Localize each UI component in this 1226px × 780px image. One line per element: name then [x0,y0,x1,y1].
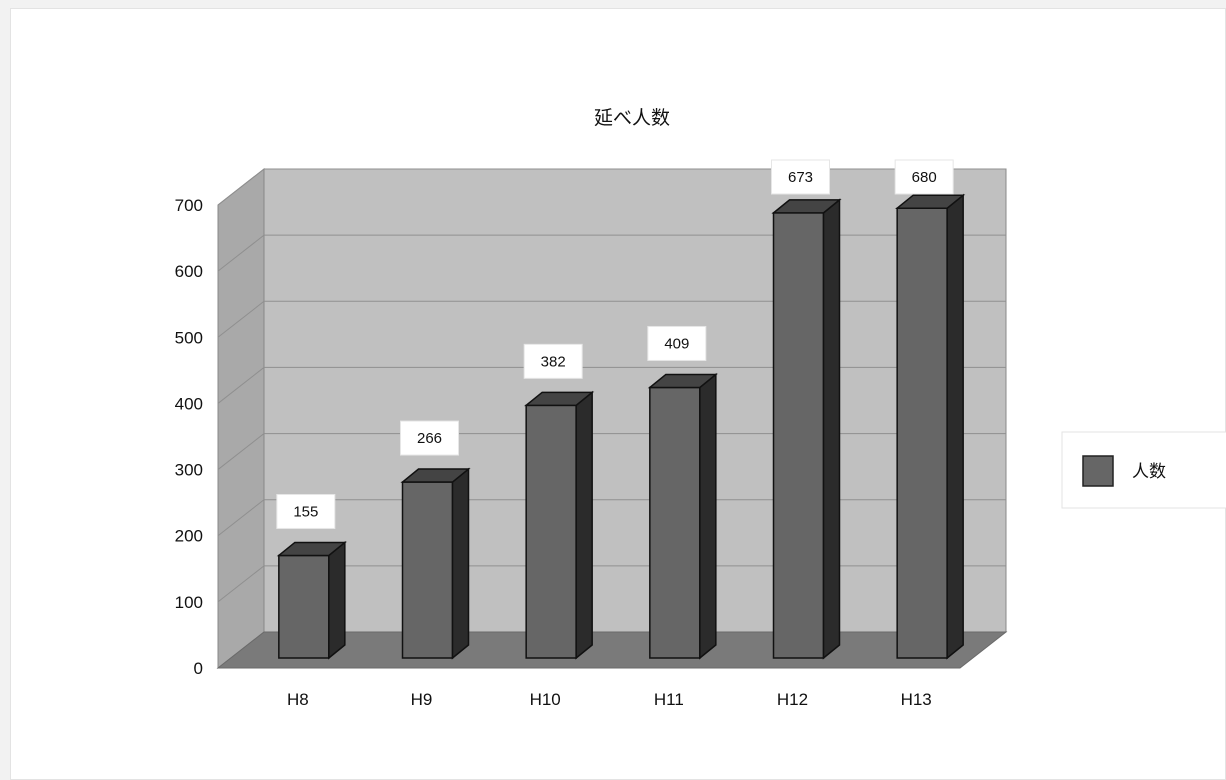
data-labels: 155 266 382 409 673 680 [276,159,954,529]
data-label: 266 [400,420,459,456]
data-label: 382 [523,343,583,379]
x-category-label: H10 [530,690,561,709]
data-label: 155 [276,493,336,529]
bar-top [400,468,471,483]
bar-front [649,386,701,659]
gridline-side [217,367,265,404]
bar-side [451,467,470,660]
gridline-side [217,234,265,272]
bar-front [401,481,454,659]
data-label: 673 [771,159,830,195]
y-tick-label: 500 [175,328,203,347]
y-tick-label: 300 [175,461,203,480]
bar-top [276,541,347,557]
gridline-side [217,499,265,537]
data-label-text: 409 [664,335,689,352]
bar-top [647,373,718,389]
gridline-side [217,565,265,603]
data-label-text: 382 [541,353,566,370]
bar-front [772,212,825,659]
bar [400,467,471,660]
bar-top [771,199,842,214]
x-axis-categories: H8 H9 H10 H11 H12 H13 [287,690,932,709]
bar-front [525,404,577,659]
bar-side [946,193,964,660]
data-label-box [400,420,459,456]
side-wall [217,167,265,670]
data-label-box [647,325,707,361]
x-category-label: H12 [777,690,808,709]
chart-title: 延べ人数 [594,107,670,129]
data-label-text: 680 [912,169,937,186]
data-label-text: 266 [417,430,442,447]
bar [895,193,966,660]
gridline-side [217,433,265,470]
bar [771,198,842,660]
back-wall [263,168,1007,633]
bar-side [822,198,841,660]
bar-front [278,554,330,659]
bar-front [896,207,948,659]
x-category-label: H11 [654,690,684,709]
gridlines [217,168,1006,603]
data-label: 680 [894,159,954,195]
bar [647,372,718,660]
legend-swatch [1082,455,1114,487]
data-label-text: 673 [788,169,813,186]
x-category-label: H8 [287,690,309,709]
legend-label: 人数 [1132,462,1166,481]
y-tick-label: 200 [175,527,203,546]
y-tick-label: 700 [175,196,203,215]
data-label-text: 155 [293,503,318,520]
x-category-label: H13 [901,690,932,709]
gridline-side [217,168,265,206]
data-label-box [894,159,954,195]
y-tick-label: 100 [175,593,203,612]
bar-top [524,391,595,407]
x-category-label: H9 [411,690,433,709]
y-tick-label: 600 [175,262,203,281]
legend: 人数 [1061,431,1226,509]
y-axis-ticks: 0 100 200 300 400 500 600 700 [175,196,203,678]
y-tick-label: 0 [194,659,203,678]
bar-side [328,540,346,660]
bar [276,540,347,660]
data-label-box [523,343,583,379]
gridline-side [217,300,265,338]
bar-side [699,372,717,660]
bars [276,193,966,660]
y-tick-label: 400 [175,394,203,413]
data-label-box [771,159,830,195]
data-label: 409 [647,325,707,361]
data-label-box [276,493,336,529]
bar-side [575,390,593,660]
bar [524,390,595,660]
bar-top [895,194,966,209]
